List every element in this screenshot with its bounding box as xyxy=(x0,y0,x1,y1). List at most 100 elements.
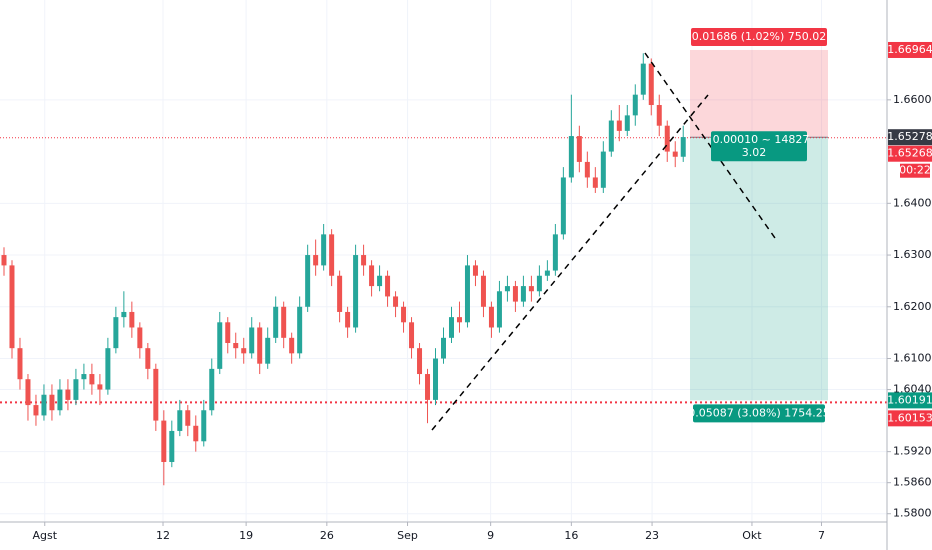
candle-body xyxy=(65,389,71,400)
candle-body xyxy=(33,405,39,416)
candle-body xyxy=(105,348,111,390)
y-tick-label: 1.64000 xyxy=(893,196,932,209)
overlay: 0.01686 (1.02%) 750.02 0.00010 ~ 148273.0… xyxy=(688,27,830,423)
candle-body xyxy=(504,286,510,292)
y-tick-label: 1.62000 xyxy=(893,300,932,313)
price-marker-label: 1.65278 xyxy=(887,130,932,143)
trendlines xyxy=(431,52,776,431)
candle-body xyxy=(361,255,367,266)
candle-body xyxy=(57,389,63,411)
candle-body xyxy=(448,317,454,338)
candle-body xyxy=(161,420,167,462)
y-tick-label: 1.61000 xyxy=(893,352,932,365)
candle-body xyxy=(632,94,638,116)
candle-body xyxy=(640,63,646,95)
x-tick-label: 12 xyxy=(156,529,170,542)
x-tick-label: 26 xyxy=(320,529,334,542)
candle-body xyxy=(409,322,415,349)
candle-body xyxy=(265,337,271,364)
candle-body xyxy=(297,306,303,354)
candle-body xyxy=(664,125,670,152)
candle-body xyxy=(217,322,223,369)
candle-body xyxy=(472,265,478,276)
price-marker-label: 1.60153 xyxy=(887,411,932,424)
candles xyxy=(1,53,686,486)
candle-body xyxy=(680,137,686,157)
candle-body xyxy=(1,255,7,266)
candle-body xyxy=(544,270,550,276)
candle-body xyxy=(377,275,383,287)
x-tick-label: 16 xyxy=(564,529,578,542)
candle-body xyxy=(233,342,239,349)
candle-body xyxy=(153,368,159,421)
candle-body xyxy=(425,374,431,400)
candle-body xyxy=(401,306,407,323)
candle-body xyxy=(113,317,119,349)
candle-body xyxy=(616,120,622,131)
candle-body xyxy=(169,430,175,462)
candle-body xyxy=(433,358,439,400)
y-tick-label: 1.60400 xyxy=(893,383,932,396)
candle-body xyxy=(313,255,319,266)
candle-body xyxy=(480,275,486,307)
candle-body xyxy=(656,105,662,126)
candle-body xyxy=(41,394,47,416)
countdown-box xyxy=(900,163,930,178)
candle-body xyxy=(568,136,574,178)
entry-label: 0.00010 ~ 14827 xyxy=(713,133,810,146)
candle-body xyxy=(536,275,542,292)
y-tick-label: 1.59200 xyxy=(893,445,932,458)
candle-body xyxy=(129,311,135,328)
candle-body xyxy=(496,291,502,328)
candle-body xyxy=(648,63,654,106)
candle-body xyxy=(121,311,127,318)
ratio-label: 3.02 xyxy=(742,146,767,159)
candle-body xyxy=(345,311,351,328)
trendline xyxy=(644,52,776,239)
price-marker-box xyxy=(888,145,932,162)
candle-body xyxy=(520,286,526,302)
candle-body xyxy=(225,322,231,343)
candle-body xyxy=(209,368,215,411)
candle-body xyxy=(560,177,566,235)
y-tick-label: 1.58000 xyxy=(893,507,932,520)
x-tick-label: Agst xyxy=(32,529,57,542)
y-tick-label: 1.66000 xyxy=(893,93,932,106)
candle-body xyxy=(329,234,335,276)
candle-body xyxy=(273,306,279,338)
y-tick-label: 1.63000 xyxy=(893,248,932,261)
target-label: 0.05087 (3.08%) 1754.25 xyxy=(688,406,830,419)
candle-body xyxy=(584,161,590,178)
axes: 1.66000 1.64000 1.63000 1.62000 1.61000 1.604… xyxy=(32,41,932,542)
candle-body xyxy=(608,120,614,152)
candle-body xyxy=(353,255,359,328)
position-zones xyxy=(0,49,887,404)
candle-body xyxy=(145,348,151,369)
candle-body xyxy=(672,151,678,157)
candle-body xyxy=(9,265,15,349)
x-tick-label: 19 xyxy=(239,529,253,542)
candle-body xyxy=(201,410,207,442)
candle-body xyxy=(624,115,630,131)
candle-body xyxy=(576,136,582,162)
candle-body xyxy=(89,374,95,385)
candle-body xyxy=(552,234,558,271)
candle-body xyxy=(385,275,391,297)
candle-body xyxy=(17,348,23,380)
candle-body xyxy=(456,317,462,323)
candle-body xyxy=(137,327,143,349)
candle-body xyxy=(512,286,518,302)
stop-label-box xyxy=(691,27,827,46)
x-tick-label: Okt xyxy=(742,529,762,542)
candle-body xyxy=(592,177,598,188)
stop-zone xyxy=(690,49,828,138)
candle-body xyxy=(73,379,79,400)
candle-body xyxy=(488,306,494,328)
x-tick-label: 9 xyxy=(487,529,494,542)
stop-label: 0.01686 (1.02%) 750.02 xyxy=(692,30,827,43)
price-marker-box xyxy=(888,129,932,146)
candle-body xyxy=(257,327,263,364)
target-zone xyxy=(690,137,828,401)
